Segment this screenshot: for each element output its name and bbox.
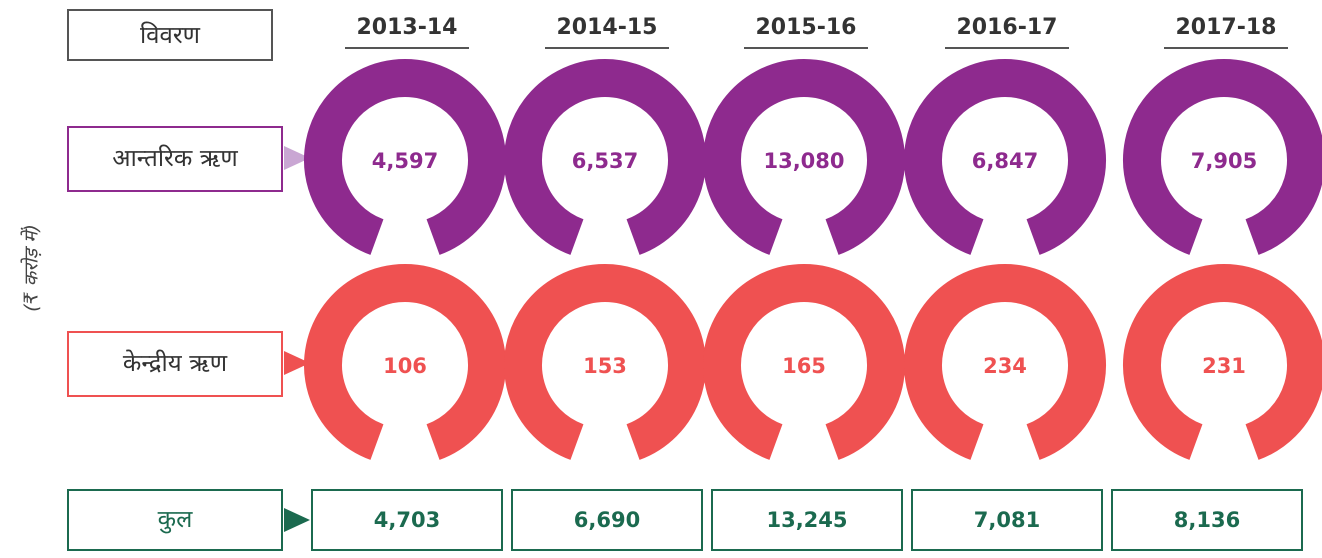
total-value: 4,703 (374, 508, 440, 532)
ring (904, 264, 1106, 460)
ring (504, 59, 706, 255)
total-box (511, 489, 703, 551)
ring (703, 59, 905, 255)
row-label: केन्द्रीय ऋण (123, 349, 228, 377)
year-label: 2016-17 (957, 15, 1058, 40)
row-value: 231 (1202, 354, 1246, 378)
total-box (1111, 489, 1303, 551)
ring (304, 59, 506, 255)
ring (304, 264, 506, 460)
header-box (67, 9, 273, 61)
row-value: 13,080 (763, 149, 844, 173)
unit-label: (₹ करोड़ में) (20, 224, 43, 312)
header: विवरण (140, 21, 201, 49)
row-arrow (284, 146, 310, 170)
ring (1123, 59, 1322, 255)
total-box (711, 489, 903, 551)
row-label: आन्तरिक ऋण (112, 144, 238, 172)
total-box (311, 489, 503, 551)
row-label-box (67, 331, 283, 397)
row-value: 4,597 (372, 149, 438, 173)
total-value: 7,081 (974, 508, 1040, 532)
total-label: कुल (158, 505, 193, 534)
ring (703, 264, 905, 460)
year-label: 2013-14 (357, 15, 458, 40)
row-value: 106 (383, 354, 427, 378)
row-arrow (284, 351, 310, 375)
year-label: 2015-16 (756, 15, 857, 40)
row-value: 6,537 (572, 149, 638, 173)
ring (504, 264, 706, 460)
row-label-box (67, 126, 283, 192)
row-value: 234 (983, 354, 1027, 378)
row-value: 153 (583, 354, 627, 378)
row-value: 6,847 (972, 149, 1038, 173)
total-value: 6,690 (574, 508, 640, 532)
year-label: 2017-18 (1176, 15, 1277, 40)
year-label: 2014-15 (557, 15, 658, 40)
total-arrow (284, 508, 310, 532)
ring (1123, 264, 1322, 460)
total-value: 13,245 (766, 508, 847, 532)
ring (904, 59, 1106, 255)
total-value: 8,136 (1174, 508, 1240, 532)
row-value: 165 (782, 354, 826, 378)
total-label-box (67, 489, 283, 551)
total-box (911, 489, 1103, 551)
row-value: 7,905 (1191, 149, 1257, 173)
